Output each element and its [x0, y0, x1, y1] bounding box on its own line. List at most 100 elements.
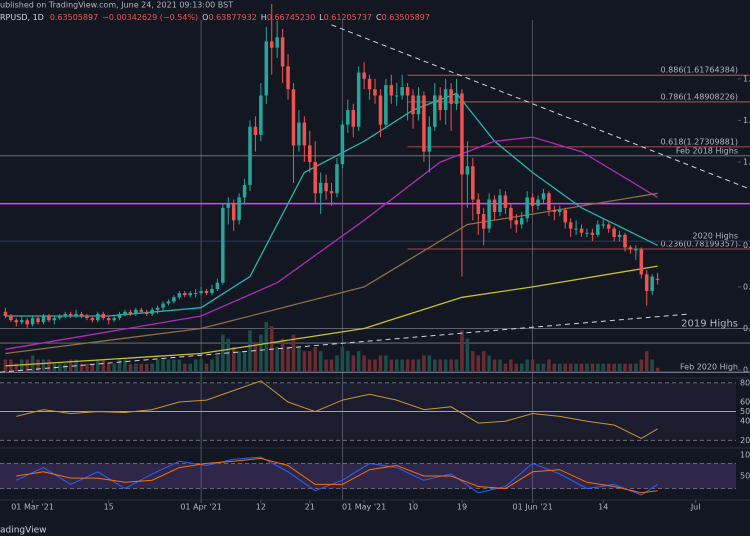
volume-bar [150, 363, 154, 372]
candle-body [269, 41, 274, 48]
volume-bar [634, 363, 638, 372]
candle-body [384, 85, 388, 125]
candle-body [639, 249, 644, 275]
candle-body [394, 95, 399, 97]
volume-bar [563, 363, 567, 372]
volume-bar [242, 351, 247, 372]
volume-bar [460, 330, 464, 372]
volume-bar [433, 359, 437, 372]
y-tick-label: 0. [743, 282, 750, 291]
level-label: 0.236(0.78199357) [661, 240, 739, 249]
candle-body [248, 126, 252, 185]
candle-body [139, 309, 144, 312]
volume-bar [275, 347, 279, 372]
volume-bar [509, 359, 513, 372]
volume-bar [541, 363, 546, 372]
candle-body [79, 313, 84, 317]
candle-body [617, 234, 622, 237]
volume-bar [356, 351, 361, 372]
candle-body [498, 195, 502, 212]
x-tick-label: 10 [408, 503, 418, 512]
volume-bar [14, 363, 19, 372]
volume-bar [601, 363, 606, 372]
y-tick-label: 0. [743, 366, 750, 375]
volume-bar [226, 338, 231, 372]
candle-body [112, 318, 116, 321]
candle-body [308, 145, 312, 163]
candle-body [286, 66, 290, 90]
x-tick-label: 01 Apr '21 [180, 503, 221, 512]
y-tick-label: 1. [743, 158, 750, 167]
candle-body [302, 122, 307, 146]
volume-bar [329, 359, 334, 372]
candle-body [313, 162, 317, 194]
ohlc-key: H [261, 13, 267, 22]
volume-bar [106, 363, 111, 372]
candle-body [362, 72, 366, 79]
volume-bar [264, 322, 269, 372]
level-label: 2019 Highs [681, 318, 738, 329]
volume-bar [139, 363, 144, 372]
candle-body [443, 89, 448, 111]
candle-body [128, 311, 133, 314]
x-tick-label: 01 Jun '21 [513, 503, 553, 512]
y-tick-label: 1. [743, 116, 750, 125]
volume-bar [617, 363, 622, 372]
volume-bar [378, 355, 383, 372]
level-label: 0.786(1.48908226) [661, 92, 739, 101]
candle-body [563, 209, 567, 223]
volume-bar [351, 355, 356, 372]
candle-body [30, 318, 35, 325]
volume-bar [215, 355, 220, 372]
volume-bar [96, 359, 100, 372]
volume-bar [123, 359, 127, 372]
change: −0.00342629 (−0.54%) [102, 13, 198, 22]
volume-bar [547, 359, 551, 372]
candle-body [172, 297, 176, 302]
volume-bar [193, 359, 198, 372]
candle-body [101, 313, 106, 319]
y-tick-label: 1. [743, 74, 750, 83]
volume-bar [25, 359, 29, 372]
candle-body [264, 41, 269, 96]
candle-body [275, 37, 279, 48]
candle-body [487, 199, 491, 229]
candle-body [389, 85, 394, 96]
candle-body [74, 313, 78, 317]
volume-bar [335, 355, 339, 372]
candle-body [346, 110, 350, 125]
volume-bar [134, 363, 138, 372]
volume-bar [248, 330, 252, 372]
volume-bar [405, 359, 410, 372]
volume-bar [492, 359, 497, 372]
candle-body [405, 87, 410, 96]
candle-body [650, 276, 654, 292]
volume-bar [585, 363, 589, 372]
candle-body [644, 274, 649, 292]
x-tick-label: 01 May '21 [342, 503, 386, 512]
candle-body [623, 234, 627, 248]
candle-body [454, 93, 459, 104]
volume-bar [498, 359, 502, 372]
volume-bar [471, 351, 475, 372]
candle-body [530, 197, 535, 206]
volume-bar [519, 363, 524, 372]
candle-body [514, 220, 519, 225]
moving-average [5, 92, 658, 317]
candle-body [117, 313, 122, 319]
candle-body [3, 311, 8, 317]
candle-body [634, 249, 638, 251]
candle-body [123, 311, 127, 314]
ohlc-key: C [376, 13, 382, 22]
volume-bar [291, 334, 296, 372]
level-label: 0.618(1.27309881) [661, 137, 739, 146]
candle-body [183, 293, 187, 296]
volume-bar [400, 359, 404, 372]
volume-bar [199, 359, 203, 372]
volume-bar [188, 363, 192, 372]
volume-bar [373, 359, 377, 372]
volume-bar [36, 359, 40, 372]
candle-body [318, 182, 323, 194]
candle-body [525, 197, 529, 219]
volume-bar [90, 363, 95, 372]
